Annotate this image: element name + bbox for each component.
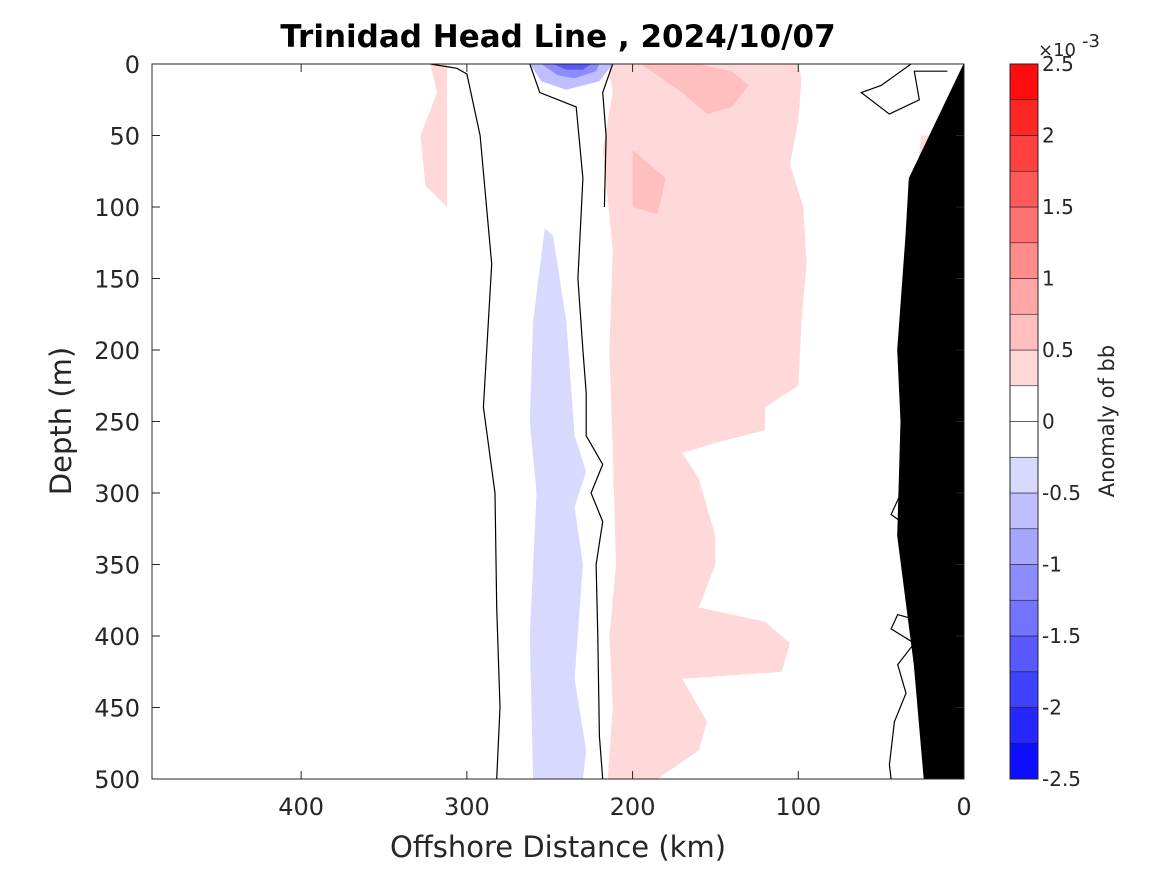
x-tick-label: 100 [775, 793, 821, 821]
colorbar-band [1009, 278, 1039, 315]
colorbar-band [1009, 99, 1039, 136]
colorbar-band [1009, 170, 1039, 208]
colorbar-tick-label: -2 [1042, 696, 1062, 720]
x-tick-label: 0 [956, 793, 971, 821]
y-tick-label: 300 [94, 480, 140, 508]
colorbar-band [1009, 421, 1039, 458]
zero-contour-5 [888, 613, 923, 779]
anomaly-region-2 [640, 64, 749, 115]
x-tick-label: 200 [610, 793, 656, 821]
anomaly-region-8 [553, 64, 592, 70]
colorbar-band [1009, 492, 1039, 530]
colorbar-band [1009, 599, 1039, 637]
colorbar-band [1009, 707, 1039, 744]
colorbar-tick-label: 2.5 [1042, 52, 1074, 76]
zero-contour-3 [860, 64, 948, 115]
colorbar-band [1009, 385, 1039, 422]
y-tick-label: 100 [94, 194, 140, 222]
y-axis: 0 50 100 150 200 250 300 350 400 450 500 [94, 51, 964, 794]
anomaly-region-3 [632, 149, 666, 215]
colorbar-tick-label: 2 [1042, 124, 1055, 148]
colorbar-band [1009, 742, 1039, 780]
colorbar-tick-label: -1.5 [1042, 624, 1081, 648]
anomaly-region-0 [420, 64, 447, 207]
colorbar-band [1009, 635, 1039, 673]
y-tick-label: 50 [109, 123, 140, 151]
x-axis: 400 300 200 100 0 [278, 64, 972, 821]
colorbar-exponent-power: -3 [1082, 31, 1100, 52]
colorbar-band [1009, 135, 1039, 172]
colorbar-tick-label: -0.5 [1042, 481, 1081, 505]
y-tick-label: 400 [94, 623, 140, 651]
y-tick-label: 250 [94, 409, 140, 437]
seafloor [897, 64, 964, 779]
colorbar: 2.5 2 1.5 1 0.5 0 -0.5 -1 -1.5 -2 -2.5 [1009, 52, 1081, 791]
colorbar-band [1009, 206, 1039, 244]
x-axis-label: Offshore Distance (km) [390, 830, 726, 864]
chart-title: Trinidad Head Line , 2024/10/07 [280, 19, 835, 55]
colorbar-label: Anomaly of bb [1095, 345, 1119, 497]
colorbar-tick-label: 1 [1042, 267, 1055, 291]
zero-contour-1 [529, 64, 604, 779]
colorbar-band [1009, 349, 1039, 387]
bathymetry-mask [897, 64, 964, 779]
y-tick-label: 350 [94, 552, 140, 580]
anomaly-region-1 [602, 64, 807, 779]
colorbar-band [1009, 528, 1039, 565]
y-tick-label: 150 [94, 266, 140, 294]
colorbar-tick-label: 0.5 [1042, 338, 1074, 362]
y-axis-label: Depth (m) [44, 347, 78, 495]
anomaly-region-5 [529, 228, 587, 779]
zero-contour-0 [430, 64, 501, 779]
colorbar-tick-label: 0 [1042, 410, 1055, 434]
colorbar-band [1009, 63, 1039, 101]
colorbar-tick-label: -2.5 [1042, 767, 1081, 791]
plot-area [152, 64, 964, 779]
y-tick-label: 500 [94, 766, 140, 794]
colorbar-frame [1009, 63, 1039, 780]
colorbar-tick-label: -1 [1042, 553, 1062, 577]
colorbar-band [1009, 313, 1039, 351]
colorbar-band [1009, 564, 1039, 601]
colorbar-exponent-base: ×10 [1038, 40, 1076, 61]
y-tick-label: 0 [125, 51, 140, 79]
colorbar-band [1009, 671, 1039, 708]
x-tick-label: 400 [278, 793, 324, 821]
colorbar-band [1009, 242, 1039, 279]
colorbar-band [1009, 456, 1039, 494]
y-tick-label: 450 [94, 695, 140, 723]
y-tick-label: 200 [94, 337, 140, 365]
x-tick-label: 300 [444, 793, 490, 821]
zero-contour-2 [602, 64, 614, 208]
colorbar-tick-label: 1.5 [1042, 195, 1074, 219]
